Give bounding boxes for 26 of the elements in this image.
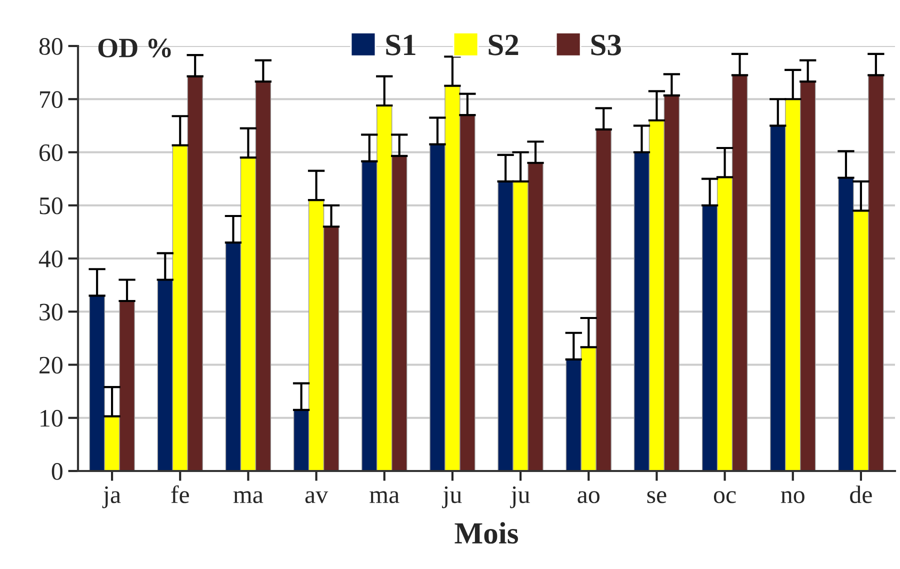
x-tick-label: ju: [442, 486, 462, 508]
x-tick-label: ja: [102, 486, 121, 508]
x-axis-title: Mois: [454, 522, 518, 544]
legend-label: S2: [488, 34, 518, 56]
x-tick-label: av: [305, 491, 328, 504]
x-tick-label: de: [850, 486, 872, 504]
y-axis-title: OD %: [98, 38, 171, 58]
legend-label: S3: [591, 34, 621, 56]
x-tick-label: se: [647, 491, 666, 504]
legend-label: S1: [386, 34, 416, 56]
y-tick-label: 30: [40, 304, 62, 321]
x-tick-label: ma: [370, 491, 400, 504]
x-tick-label: fe: [171, 485, 189, 504]
y-tick-label: 20: [40, 356, 62, 374]
y-tick-label: 50: [40, 197, 62, 214]
x-tick-label: ao: [578, 491, 600, 504]
y-tick-label: 80: [39, 38, 62, 55]
x-tick-label: ma: [233, 491, 264, 504]
x-tick-label: no: [780, 491, 804, 504]
y-tick-label: 60: [39, 144, 62, 162]
x-tick-label: ju: [510, 486, 530, 508]
y-tick-label: 10: [40, 410, 62, 427]
y-tick-label: 70: [40, 91, 62, 108]
x-tick-label: oc: [714, 491, 736, 504]
y-tick-label: 0: [52, 463, 62, 480]
y-tick-label: 40: [38, 250, 62, 268]
